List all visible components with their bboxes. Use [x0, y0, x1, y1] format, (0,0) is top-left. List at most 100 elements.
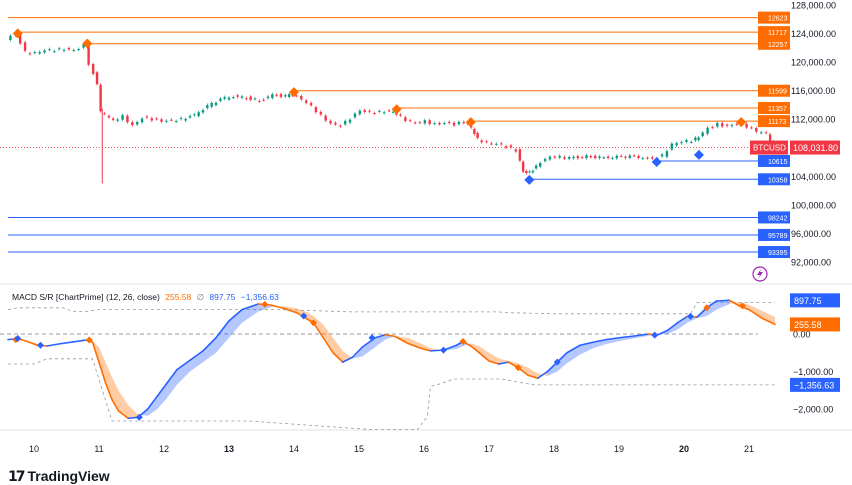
- candle-body: [150, 118, 154, 121]
- candle-body: [266, 96, 270, 99]
- macd-fill-segment: [216, 320, 229, 353]
- tradingview-logo-text: TradingView: [27, 468, 110, 484]
- price-tick-label: 92,000.00: [791, 258, 831, 268]
- pivot-high-marker: [391, 104, 402, 115]
- candle-body: [525, 170, 528, 174]
- macd-fill-segment: [362, 337, 376, 357]
- candle-body: [227, 97, 231, 100]
- resistance-label: 11717: [768, 30, 787, 37]
- macd-fill-segment: [333, 337, 343, 363]
- time-tick-label: 20: [679, 444, 689, 454]
- candle-body: [598, 156, 601, 159]
- time-tick-label: 12: [159, 444, 169, 454]
- price-tick-label: 112,000.00: [791, 115, 835, 125]
- candle-body: [711, 127, 714, 129]
- candle-body: [295, 95, 298, 97]
- resistance-label-bg: [758, 11, 790, 24]
- candle-body: [404, 117, 407, 122]
- macd-line-segment: [156, 381, 169, 397]
- macd-fill-segment: [567, 345, 580, 364]
- candle-body: [768, 134, 772, 142]
- pivot-high-marker: [82, 38, 93, 49]
- candle-body: [572, 156, 575, 159]
- candle-body: [343, 120, 347, 125]
- candle-body: [77, 48, 80, 50]
- macd-value-1: 255.58: [165, 292, 192, 302]
- last-price-value-bg: [790, 140, 840, 155]
- candle-body: [284, 95, 287, 97]
- candle-body: [275, 94, 278, 96]
- macd-fill-segment: [128, 405, 138, 419]
- candle-body: [304, 100, 308, 103]
- macd-fill-segment: [342, 350, 353, 363]
- candle-body: [504, 146, 508, 148]
- time-tick-label: 15: [354, 444, 364, 454]
- candle-body: [706, 127, 709, 134]
- macd-fill-segment: [706, 301, 717, 316]
- pivot-high-marker: [12, 28, 23, 39]
- candle-body: [602, 157, 606, 159]
- candle-body: [730, 125, 734, 127]
- macd-line-segment: [189, 350, 204, 362]
- macd-blue-marker: [553, 358, 561, 366]
- time-tick-label: 19: [614, 444, 624, 454]
- macd-orange-marker: [514, 364, 522, 372]
- candle-body: [764, 132, 768, 134]
- macd-fill-segment: [167, 369, 177, 398]
- last-price-symbol-bg: [750, 140, 788, 155]
- macd-line-segment: [215, 320, 230, 339]
- macd-line-segment: [146, 395, 159, 410]
- candle-body: [452, 122, 456, 126]
- candle-body: [319, 111, 323, 115]
- candle-body: [509, 145, 513, 148]
- candle-body: [567, 157, 571, 159]
- candle-body: [660, 154, 664, 157]
- macd-value-4: −1,356.63: [240, 292, 279, 302]
- candle-body: [135, 121, 139, 125]
- candle-body: [399, 114, 402, 116]
- candle-body: [680, 142, 683, 144]
- candle-body: [329, 120, 332, 124]
- candle-body: [606, 156, 610, 158]
- macd-fill-segment: [203, 337, 216, 363]
- candle-body: [363, 110, 366, 112]
- support-label: 10358: [768, 177, 788, 184]
- candle-body: [348, 119, 352, 123]
- candle-body: [23, 42, 27, 51]
- candle-body: [184, 118, 187, 121]
- candle-body: [188, 115, 192, 118]
- candle-body: [685, 140, 688, 142]
- candle-body: [720, 123, 724, 127]
- candle-body: [585, 155, 588, 159]
- candle-body: [580, 157, 584, 159]
- candle-body: [611, 157, 614, 159]
- macd-line-segment: [374, 333, 386, 339]
- macd-line-segment: [634, 333, 650, 337]
- macd-tick-label: 0.00: [793, 330, 811, 340]
- macd-line-segment: [488, 360, 500, 365]
- candle-body: [201, 110, 205, 113]
- macd-fill-segment: [307, 312, 314, 323]
- macd-fill-segment: [190, 350, 203, 372]
- macd-blue-marker: [300, 312, 308, 320]
- macd-fill-segment: [547, 362, 558, 376]
- price-tick-label: 128,000.00: [791, 1, 836, 11]
- pivot-high-marker: [465, 117, 476, 128]
- macd-fill-segment: [749, 304, 762, 319]
- time-tick-label: 13: [224, 444, 234, 454]
- resistance-label: 11599: [768, 89, 787, 96]
- candle-body: [518, 149, 522, 161]
- macd-line-segment: [748, 308, 763, 320]
- candle-body: [271, 94, 274, 99]
- candle-body: [126, 115, 129, 123]
- candle-body: [589, 156, 593, 158]
- macd-line-segment: [657, 329, 669, 336]
- candle-body: [67, 47, 71, 50]
- macd-line-segment: [761, 317, 776, 326]
- tradingview-logo[interactable]: 17 TradingView: [8, 468, 110, 485]
- macd-line-segment: [111, 398, 120, 412]
- candle-body: [531, 170, 535, 173]
- candle-body: [646, 157, 649, 159]
- macd-fill-segment: [229, 309, 242, 338]
